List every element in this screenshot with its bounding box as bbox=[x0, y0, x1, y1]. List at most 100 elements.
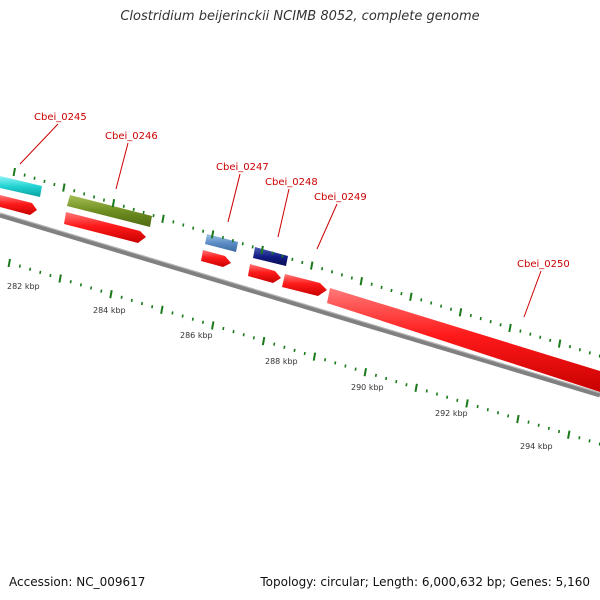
upper-minor-tick bbox=[251, 245, 254, 249]
feature-bar-steelblue bbox=[205, 234, 238, 252]
scale-label-294kbp: 294 kbp bbox=[520, 442, 553, 451]
lower-minor-tick bbox=[486, 408, 489, 412]
upper-minor-tick bbox=[549, 338, 552, 343]
upper-minor-tick bbox=[122, 204, 125, 208]
upper-minor-tick bbox=[182, 223, 185, 227]
upper-minor-tick bbox=[291, 257, 294, 261]
cds-arrow bbox=[0, 195, 37, 215]
lower-major-tick bbox=[211, 321, 215, 330]
upper-minor-tick bbox=[281, 254, 284, 258]
feature-bar-cyan bbox=[0, 176, 42, 197]
lower-minor-tick bbox=[140, 301, 144, 306]
lower-minor-tick bbox=[69, 280, 72, 284]
scale-label-284kbp: 284 kbp bbox=[93, 306, 126, 315]
gene-label-cbei-0246: Cbei_0246 bbox=[105, 131, 158, 142]
lower-minor-tick bbox=[273, 342, 276, 346]
upper-minor-tick bbox=[380, 285, 383, 290]
upper-major-tick bbox=[409, 292, 413, 301]
genome-backbone-line-highlight bbox=[0, 212, 600, 394]
upper-minor-tick bbox=[420, 298, 423, 302]
lower-tick-row bbox=[7, 258, 600, 446]
topology-text: Topology: circular; Length: 6,000,632 bp… bbox=[260, 575, 590, 589]
upper-minor-tick bbox=[330, 270, 334, 274]
upper-minor-tick bbox=[430, 301, 433, 305]
lower-minor-tick bbox=[374, 373, 377, 377]
upper-minor-tick bbox=[539, 335, 542, 339]
lower-minor-tick bbox=[100, 289, 103, 293]
lower-minor-tick bbox=[120, 295, 123, 299]
upper-minor-tick bbox=[301, 260, 304, 265]
upper-minor-tick bbox=[390, 288, 393, 293]
lower-major-tick bbox=[516, 414, 520, 424]
lower-minor-tick bbox=[435, 392, 439, 396]
upper-minor-tick bbox=[449, 307, 453, 311]
upper-minor-tick bbox=[568, 345, 572, 349]
upper-major-tick bbox=[111, 199, 116, 208]
lower-major-tick bbox=[414, 383, 418, 393]
lower-minor-tick bbox=[232, 330, 235, 334]
gene-label-cbei-0249: Cbei_0249 bbox=[314, 192, 367, 203]
upper-minor-tick bbox=[231, 238, 234, 243]
lower-minor-tick bbox=[557, 429, 561, 434]
upper-minor-tick bbox=[102, 198, 106, 202]
cds-arrow bbox=[327, 288, 600, 392]
upper-minor-tick bbox=[33, 176, 36, 180]
lower-major-tick bbox=[465, 399, 469, 408]
upper-minor-tick bbox=[440, 304, 443, 308]
scale-label-290kbp: 290 kbp bbox=[351, 383, 384, 392]
lower-minor-tick bbox=[171, 311, 174, 315]
lower-minor-tick bbox=[293, 348, 296, 353]
upper-minor-tick bbox=[350, 276, 353, 280]
lower-minor-tick bbox=[395, 379, 398, 384]
upper-minor-tick bbox=[172, 220, 175, 224]
lower-minor-tick bbox=[425, 389, 428, 393]
lower-minor-tick bbox=[334, 361, 337, 365]
label-leader-line bbox=[227, 173, 241, 223]
upper-major-tick bbox=[260, 245, 264, 255]
upper-minor-tick bbox=[202, 229, 205, 233]
upper-minor-tick bbox=[73, 189, 76, 193]
upper-major-tick bbox=[62, 183, 66, 192]
lower-major-tick bbox=[58, 274, 62, 283]
lower-minor-tick bbox=[29, 267, 32, 271]
lower-minor-tick bbox=[90, 286, 93, 290]
lower-minor-tick bbox=[191, 317, 194, 321]
upper-minor-tick bbox=[23, 173, 26, 177]
label-leader-line bbox=[316, 203, 338, 250]
upper-minor-tick bbox=[340, 273, 343, 277]
upper-major-tick bbox=[310, 261, 314, 270]
upper-minor-tick bbox=[400, 291, 403, 296]
cds-arrow bbox=[248, 264, 281, 283]
lower-minor-tick bbox=[344, 364, 347, 368]
upper-major-tick bbox=[161, 214, 165, 223]
upper-major-tick bbox=[508, 323, 512, 333]
lower-minor-tick bbox=[130, 298, 133, 303]
upper-minor-tick bbox=[221, 235, 225, 240]
upper-minor-tick bbox=[479, 316, 482, 321]
lower-minor-tick bbox=[456, 398, 459, 402]
lower-major-tick bbox=[363, 368, 368, 377]
upper-minor-tick bbox=[152, 214, 155, 218]
lower-minor-tick bbox=[303, 351, 306, 356]
lower-minor-tick bbox=[79, 283, 82, 287]
scale-label-286kbp: 286 kbp bbox=[180, 331, 213, 340]
page-title: Clostridium beijerinckii NCIMB 8052, com… bbox=[120, 9, 480, 24]
lower-minor-tick bbox=[476, 404, 479, 409]
lower-minor-tick bbox=[181, 314, 184, 318]
gene-label-cbei-0245: Cbei_0245 bbox=[34, 112, 87, 123]
lower-minor-tick bbox=[527, 420, 530, 424]
scale-label-292kbp: 292 kbp bbox=[435, 409, 468, 418]
lower-minor-tick bbox=[222, 326, 225, 331]
lower-minor-tick bbox=[354, 367, 357, 371]
lower-minor-tick bbox=[446, 395, 449, 399]
upper-minor-tick bbox=[469, 313, 472, 318]
gene-label-cbei-0247: Cbei_0247 bbox=[216, 162, 269, 173]
lower-minor-tick bbox=[242, 333, 245, 337]
lower-major-tick bbox=[567, 430, 571, 439]
upper-minor-tick bbox=[142, 210, 145, 215]
cds-arrow bbox=[201, 250, 231, 267]
lower-minor-tick bbox=[49, 273, 52, 278]
lower-minor-tick bbox=[39, 270, 42, 275]
